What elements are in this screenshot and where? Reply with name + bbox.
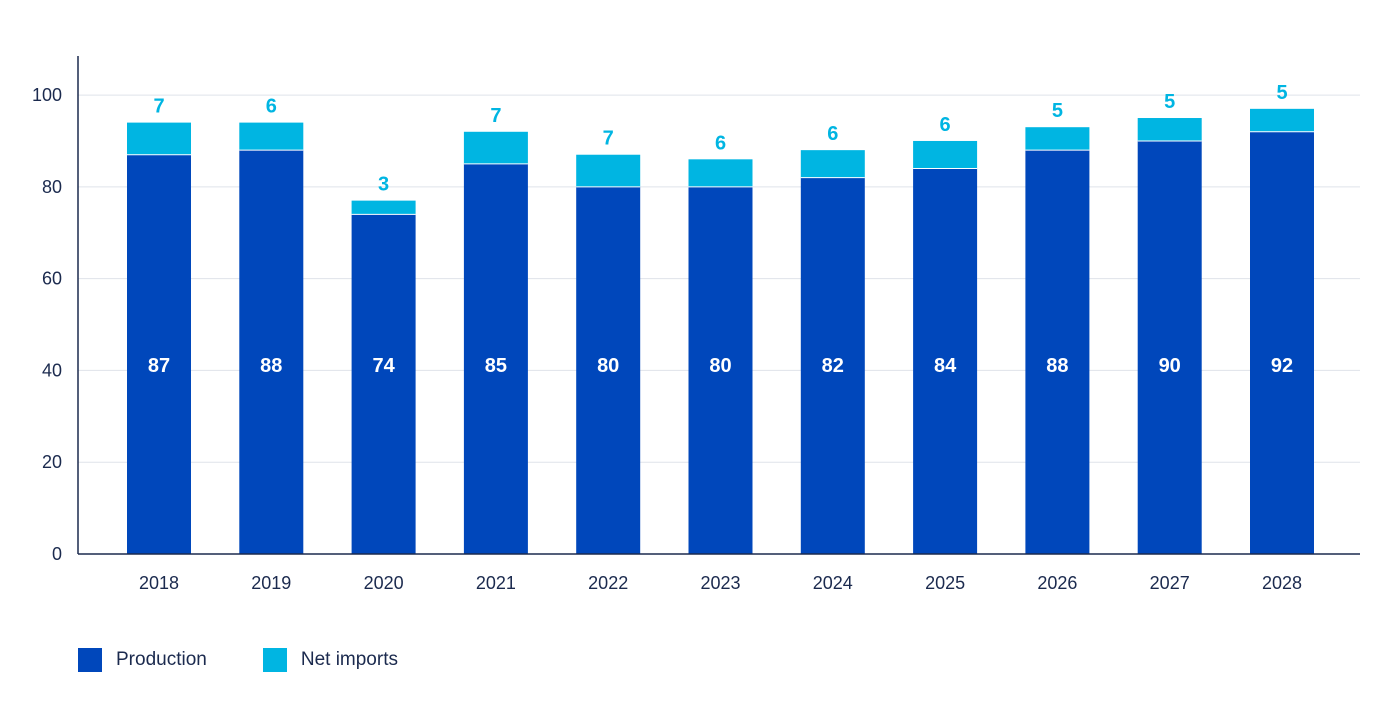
- x-tick-label-2018: 2018: [139, 573, 179, 593]
- x-tick-label-2020: 2020: [364, 573, 404, 593]
- data-label-production-2022: 80: [597, 355, 619, 377]
- bar-production-2020: [351, 214, 416, 554]
- bar-net-imports-2018: [127, 122, 191, 155]
- bar-net-imports-2022: [576, 154, 641, 187]
- bar-production-2019: [239, 150, 304, 554]
- x-tick-label-2027: 2027: [1150, 573, 1190, 593]
- bar-net-imports-2025: [913, 140, 978, 169]
- data-label-production-2025: 84: [934, 355, 957, 377]
- legend: Production Net imports: [78, 648, 398, 672]
- data-label-net-imports-2028: 5: [1276, 82, 1287, 104]
- data-label-production-2024: 82: [822, 355, 844, 377]
- bar-net-imports-2023: [688, 159, 753, 187]
- data-label-production-2020: 74: [372, 355, 395, 377]
- data-label-net-imports-2019: 6: [266, 96, 277, 118]
- data-label-net-imports-2018: 7: [153, 96, 164, 118]
- data-label-net-imports-2026: 5: [1052, 100, 1063, 122]
- x-tick-label-2021: 2021: [476, 573, 516, 593]
- x-tick-label-2019: 2019: [251, 573, 291, 593]
- legend-label-production: Production: [116, 649, 207, 670]
- data-label-net-imports-2021: 7: [490, 105, 501, 127]
- data-label-net-imports-2022: 7: [603, 128, 614, 150]
- bar-production-2028: [1250, 131, 1314, 555]
- legend-swatch-net-imports: [262, 648, 287, 672]
- legend-label-net-imports: Net imports: [300, 649, 398, 670]
- x-tick-label-2026: 2026: [1037, 573, 1077, 593]
- y-tick-label-60: 60: [42, 269, 62, 289]
- x-tick-label-2023: 2023: [700, 573, 740, 593]
- y-tick-label-80: 80: [42, 177, 62, 197]
- bar-net-imports-2027: [1137, 118, 1202, 141]
- bar-net-imports-2024: [800, 150, 865, 178]
- legend-swatch-production: [78, 648, 102, 672]
- data-label-production-2021: 85: [485, 355, 507, 377]
- data-label-net-imports-2020: 3: [378, 174, 389, 196]
- data-labels: 87 7 88 6 74 3 85 7 80 7 80 6 82 6 84 6 88 5 90 5 92 5: [148, 82, 1293, 377]
- bar-production-2023: [688, 186, 753, 554]
- data-label-net-imports-2025: 6: [940, 114, 951, 136]
- bar-net-imports-2026: [1025, 127, 1090, 151]
- bar-production-2027: [1137, 140, 1202, 554]
- bar-production-2022: [576, 186, 641, 554]
- data-label-net-imports-2024: 6: [827, 123, 838, 145]
- data-label-production-2026: 88: [1046, 355, 1068, 377]
- bar-net-imports-2019: [239, 122, 304, 151]
- data-label-net-imports-2027: 5: [1164, 91, 1175, 113]
- data-label-production-2018: 87: [148, 355, 170, 377]
- bar-net-imports-2028: [1250, 108, 1314, 132]
- x-tick-label-2025: 2025: [925, 573, 965, 593]
- bars: [127, 108, 1314, 555]
- bar-production-2018: [127, 154, 191, 554]
- y-tick-label-0: 0: [52, 544, 62, 564]
- bar-production-2021: [463, 163, 528, 555]
- bar-production-2024: [800, 177, 865, 554]
- bar-production-2025: [913, 168, 978, 554]
- data-label-net-imports-2023: 6: [715, 132, 726, 154]
- data-label-production-2027: 90: [1159, 355, 1181, 377]
- y-tick-label-40: 40: [42, 360, 62, 380]
- data-label-production-2023: 80: [709, 355, 731, 377]
- axes: 0 20 40 60 80 100 2018 2019 2020 2021 2022 2023 2024…: [32, 56, 1360, 593]
- y-tick-label-100: 100: [32, 85, 62, 105]
- x-tick-label-2024: 2024: [813, 573, 853, 593]
- bar-production-2026: [1025, 150, 1090, 554]
- bar-net-imports-2021: [463, 131, 528, 164]
- x-tick-label-2028: 2028: [1262, 573, 1302, 593]
- data-label-production-2028: 92: [1271, 355, 1293, 377]
- x-tick-label-2022: 2022: [588, 573, 628, 593]
- bar-chart: 0 20 40 60 80 100 2018 2019 2020 2021 2022 2023 2024…: [32, 56, 1360, 593]
- data-label-production-2019: 88: [260, 355, 282, 377]
- bar-net-imports-2020: [351, 200, 416, 215]
- y-tick-label-20: 20: [42, 452, 62, 472]
- legend-item-production: Production: [78, 648, 207, 672]
- legend-item-net-imports: Net imports: [262, 648, 398, 672]
